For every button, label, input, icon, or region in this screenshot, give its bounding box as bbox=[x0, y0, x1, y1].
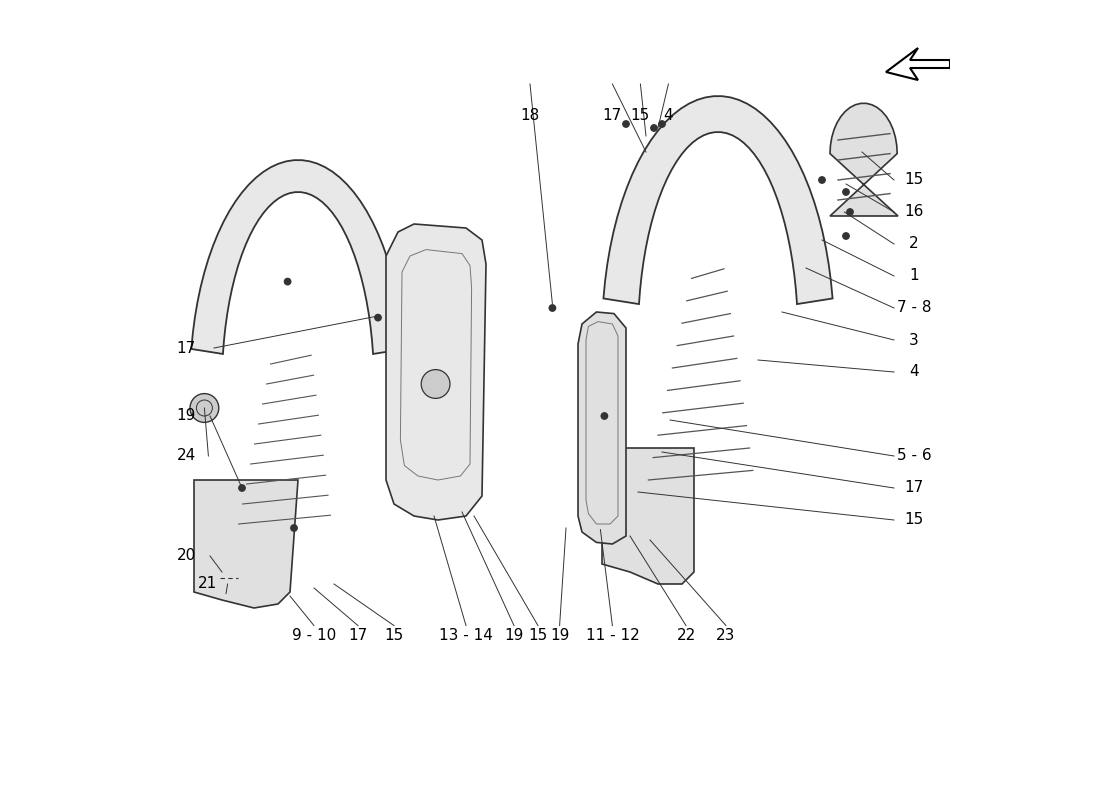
Circle shape bbox=[659, 121, 666, 127]
Text: 19: 19 bbox=[550, 629, 570, 643]
Text: 19: 19 bbox=[504, 629, 524, 643]
Text: 22: 22 bbox=[676, 629, 695, 643]
Circle shape bbox=[239, 485, 245, 491]
Text: 21: 21 bbox=[198, 577, 217, 591]
Circle shape bbox=[190, 394, 219, 422]
PathPatch shape bbox=[578, 312, 626, 544]
Text: 5 - 6: 5 - 6 bbox=[896, 449, 932, 463]
Text: 17: 17 bbox=[349, 629, 367, 643]
Text: 2: 2 bbox=[910, 237, 918, 251]
Text: 7 - 8: 7 - 8 bbox=[896, 301, 932, 315]
Text: 17: 17 bbox=[603, 109, 622, 123]
PathPatch shape bbox=[191, 160, 405, 354]
Text: 13 - 14: 13 - 14 bbox=[439, 629, 493, 643]
Circle shape bbox=[623, 121, 629, 127]
Text: 17: 17 bbox=[904, 481, 924, 495]
Text: 24: 24 bbox=[176, 449, 196, 463]
Text: 9 - 10: 9 - 10 bbox=[292, 629, 337, 643]
Circle shape bbox=[421, 370, 450, 398]
Circle shape bbox=[843, 189, 849, 195]
Text: 15: 15 bbox=[904, 173, 924, 187]
Circle shape bbox=[843, 233, 849, 239]
PathPatch shape bbox=[602, 448, 694, 584]
Text: 18: 18 bbox=[520, 109, 540, 123]
Circle shape bbox=[602, 413, 607, 419]
Text: 4: 4 bbox=[910, 365, 918, 379]
Circle shape bbox=[818, 177, 825, 183]
Text: 11 - 12: 11 - 12 bbox=[585, 629, 639, 643]
Text: 17: 17 bbox=[176, 341, 196, 355]
PathPatch shape bbox=[830, 103, 898, 216]
PathPatch shape bbox=[604, 96, 833, 304]
Text: 3: 3 bbox=[909, 333, 918, 347]
Circle shape bbox=[847, 209, 854, 215]
Circle shape bbox=[285, 278, 290, 285]
Text: 15: 15 bbox=[904, 513, 924, 527]
PathPatch shape bbox=[386, 224, 486, 520]
Text: 19: 19 bbox=[176, 409, 196, 423]
Text: 15: 15 bbox=[630, 109, 650, 123]
Text: 15: 15 bbox=[384, 629, 404, 643]
Text: 15: 15 bbox=[528, 629, 548, 643]
Circle shape bbox=[375, 314, 382, 321]
Text: 1: 1 bbox=[910, 269, 918, 283]
PathPatch shape bbox=[194, 480, 298, 608]
Text: 4: 4 bbox=[663, 109, 673, 123]
Text: 16: 16 bbox=[904, 205, 924, 219]
Circle shape bbox=[549, 305, 556, 311]
Text: 23: 23 bbox=[716, 629, 736, 643]
Text: 20: 20 bbox=[176, 549, 196, 563]
Circle shape bbox=[651, 125, 657, 131]
PathPatch shape bbox=[886, 48, 950, 80]
Circle shape bbox=[290, 525, 297, 531]
